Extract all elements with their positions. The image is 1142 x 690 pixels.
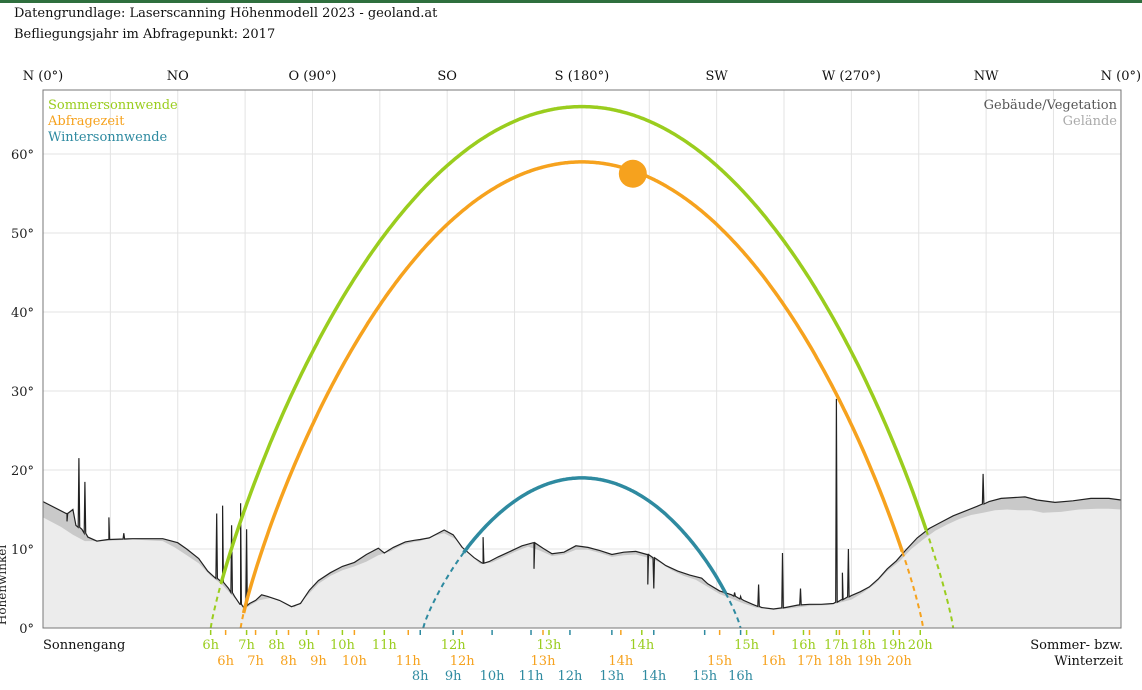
hour-label-winter: 12h — [557, 669, 583, 684]
terrain-area — [43, 508, 1121, 628]
sun-path-label: Sonnengang — [43, 638, 125, 653]
axes: 0° 10° 20° 30° 40° 50° 60° Höhenwinkel N (0°) NO O… — [0, 69, 1141, 669]
compass-label: W (270°) — [822, 69, 881, 84]
window-top-border — [0, 0, 1142, 3]
hour-label-abfrage: 19h — [857, 654, 883, 669]
compass-label: O (90°) — [288, 69, 336, 84]
hour-label-sommer: 10h — [330, 638, 356, 653]
legend-item-sommer: Sommersonnwende — [48, 98, 178, 113]
hour-label-sommer: 9h — [298, 638, 315, 653]
y-axis-title: Höhenwinkel — [0, 545, 9, 625]
hour-label-winter: 8h — [412, 669, 429, 684]
legend-item-vegetation: Gebäude/Vegetation — [984, 98, 1118, 113]
legend: SommersonnwendeAbfragezeitWintersonnwend… — [47, 98, 1118, 145]
hour-label-abfrage: 10h — [342, 654, 368, 669]
sun-position-marker — [618, 159, 647, 188]
sun-arc-sommer — [219, 104, 928, 584]
compass-label: N (0°) — [23, 69, 63, 84]
legend-item-abfrage: Abfragezeit — [47, 114, 125, 129]
sun-arc-abfrage — [241, 160, 904, 614]
sun-arc-abfrage-below-horizon — [239, 612, 245, 629]
y-tick-label: 50° — [11, 227, 34, 242]
flight-year-label: Befliegungsjahr im Abfragepunkt: 2017 — [14, 27, 276, 42]
hour-label-sommer: 13h — [537, 638, 563, 653]
hour-label-sommer: 16h — [791, 638, 817, 653]
sun-arc-sommer-below-horizon — [209, 582, 223, 629]
compass-label: S (180°) — [555, 69, 610, 84]
compass-label: NW — [974, 69, 999, 84]
y-tick-label: 60° — [11, 148, 34, 163]
hour-label-winter: 14h — [641, 669, 667, 684]
hour-label-sommer: 6h — [202, 638, 219, 653]
sun-arc-abfrage-below-horizon — [901, 551, 925, 629]
y-tick-label: 10° — [11, 543, 34, 558]
y-tick-label: 30° — [11, 385, 34, 400]
hour-label-sommer: 11h — [372, 638, 398, 653]
hour-label-sommer: 20h — [908, 638, 934, 653]
hour-label-abfrage: 20h — [887, 654, 913, 669]
hour-label-abfrage: 14h — [608, 654, 634, 669]
time-mode-label-line2: Winterzeit — [1054, 654, 1123, 669]
hour-label-winter: 15h — [692, 669, 718, 684]
hour-label-abfrage: 8h — [280, 654, 297, 669]
compass-label: N (0°) — [1101, 69, 1141, 84]
hour-label-sommer: 17h — [824, 638, 850, 653]
hour-label-sommer: 18h — [851, 638, 877, 653]
hour-label-sommer: 8h — [268, 638, 285, 653]
sun-arc-winter-below-horizon — [724, 592, 742, 629]
compass-label: SW — [706, 69, 729, 84]
hour-label-winter: 11h — [519, 669, 545, 684]
hour-label-abfrage: 17h — [797, 654, 823, 669]
hour-label-sommer: 7h — [238, 638, 255, 653]
horizon-profile — [42, 398, 1121, 628]
legend-item-terrain: Gelände — [1063, 114, 1118, 129]
hour-label-abfrage: 18h — [827, 654, 853, 669]
hour-label-sommer: 15h — [734, 638, 760, 653]
hour-label-abfrage: 16h — [761, 654, 787, 669]
time-labels: 6h 7h 8h 9h 10h 11h 12h 13h 14h 15h 16h 17h 18h 19h 20… — [202, 630, 933, 684]
plot-frame — [42, 89, 1122, 629]
sun-arcs — [209, 104, 955, 629]
hour-label-abfrage: 13h — [531, 654, 557, 669]
hour-label-winter: 9h — [445, 669, 462, 684]
compass-label: NO — [167, 69, 189, 84]
hour-label-abfrage: 9h — [310, 654, 327, 669]
hour-label-winter: 16h — [728, 669, 754, 684]
sun-arc-winter — [462, 476, 728, 594]
time-mode-label-line1: Sommer- bzw. — [1030, 638, 1123, 653]
hour-label-abfrage: 15h — [707, 654, 733, 669]
hour-label-sommer: 19h — [881, 638, 907, 653]
horizon-outline — [42, 398, 1121, 610]
sun-arc-winter-below-horizon — [422, 552, 465, 629]
y-tick-label: 20° — [11, 464, 34, 479]
hour-label-abfrage: 6h — [217, 654, 234, 669]
hour-label-abfrage: 12h — [450, 654, 476, 669]
y-tick-label: 40° — [11, 306, 34, 321]
hour-label-sommer: 12h — [441, 638, 467, 653]
hour-label-abfrage: 11h — [396, 654, 422, 669]
hour-label-winter: 10h — [480, 669, 506, 684]
hour-label-abfrage: 7h — [247, 654, 264, 669]
y-tick-label: 0° — [19, 622, 34, 637]
compass-label: SO — [437, 69, 457, 84]
legend-item-winter: Wintersonnwende — [48, 130, 168, 145]
data-source-label: Datengrundlage: Laserscanning Höhenmodel… — [14, 6, 438, 21]
hour-label-winter: 13h — [599, 669, 625, 684]
hour-label-sommer: 14h — [629, 638, 655, 653]
